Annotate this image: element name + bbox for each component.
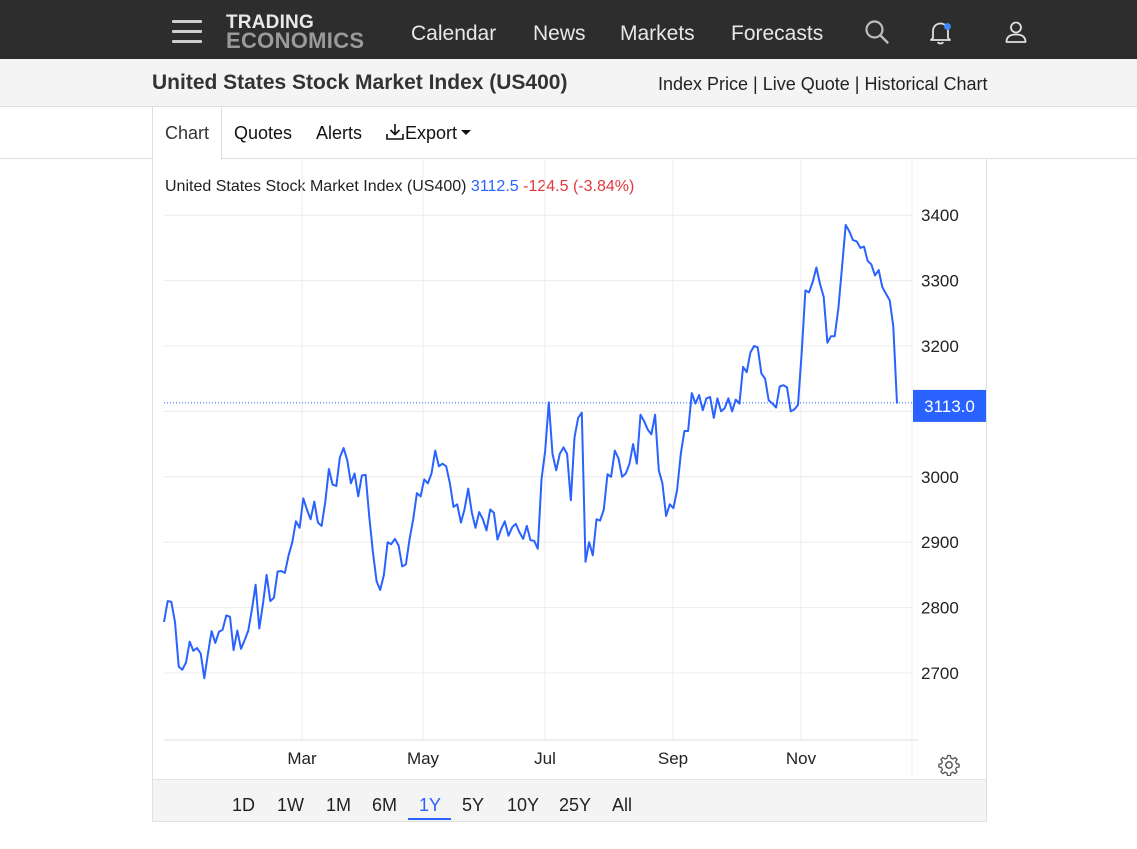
gear-icon[interactable] [938,754,960,776]
user-icon[interactable] [1003,19,1029,47]
nav-news[interactable]: News [533,22,586,45]
download-icon [386,124,404,140]
x-tick-label: Jul [534,749,556,768]
range-button-5y[interactable]: 5Y [462,795,485,815]
y-tick-label: 2900 [921,533,959,552]
range-button-25y[interactable]: 25Y [559,795,592,815]
page-title: United States Stock Market Index (US400) [152,71,568,94]
chart-current-price: 3112.5 [470,178,519,195]
export-label: Export [405,123,458,143]
title-links: Index Price | Live Quote | Historical Ch… [658,74,988,95]
link-separator: | [849,74,865,94]
range-button-1w[interactable]: 1W [277,795,304,815]
nav-markets[interactable]: Markets [620,22,695,45]
tab-chart[interactable]: Chart [165,123,210,143]
link-historical-chart[interactable]: Historical Chart [864,74,988,94]
x-tick-label: Sep [658,749,688,768]
range-button-all[interactable]: All [612,795,633,815]
search-icon[interactable] [864,19,890,45]
bell-icon[interactable] [928,19,954,47]
chart-header: United States Stock Market Index (US400)… [165,178,634,196]
y-tick-label: 3300 [921,272,959,291]
menu-icon[interactable] [172,18,202,44]
chart-series-name: United States Stock Market Index (US400) [165,178,467,195]
range-button-6m[interactable]: 6M [372,795,398,815]
y-tick-label: 3400 [921,206,959,225]
range-selector [153,779,986,821]
range-button-1y[interactable]: 1Y [419,795,442,815]
y-tick-label: 2800 [921,599,959,618]
tab-active-indicator [152,107,222,160]
x-tick-label: May [407,749,440,768]
y-tick-label: 3200 [921,337,959,356]
tabs-row [0,107,1137,159]
chevron-down-icon [461,129,472,135]
last-value-badge [913,389,986,422]
logo-line-1: TRADING [226,12,314,33]
title-bar: United States Stock Market Index (US400)… [0,59,1137,107]
range-button-1d[interactable]: 1D [232,795,256,815]
tab-quotes[interactable]: Quotes [234,123,293,143]
x-tick-label: Mar [287,749,317,768]
link-separator: | [748,74,763,94]
range-button-1m[interactable]: 1M [326,795,352,815]
tab-alerts[interactable]: Alerts [316,123,363,143]
chart-panel [152,159,987,822]
chart-price-change: -124.5 (-3.84%) [523,178,635,195]
logo-line-2: ECONOMICS [226,28,365,53]
price-series-line [163,224,898,680]
last-value-label: 3113.0 [924,397,975,416]
range-button-10y[interactable]: 10Y [507,795,540,815]
top-navbar: TRADING ECONOMICS Calendar News Markets … [0,0,1137,59]
export-button[interactable]: Export [385,123,472,144]
nav-forecasts[interactable]: Forecasts [731,22,824,45]
range-active-underline [408,818,451,820]
y-tick-label: 2700 [921,664,959,683]
link-live-quote[interactable]: Live Quote [762,74,850,94]
link-index-price[interactable]: Index Price [658,74,749,94]
y-tick-label: 3000 [921,468,959,487]
x-tick-label: Nov [786,749,817,768]
nav-calendar[interactable]: Calendar [411,22,497,45]
site-logo[interactable]: TRADING ECONOMICS [226,12,365,53]
